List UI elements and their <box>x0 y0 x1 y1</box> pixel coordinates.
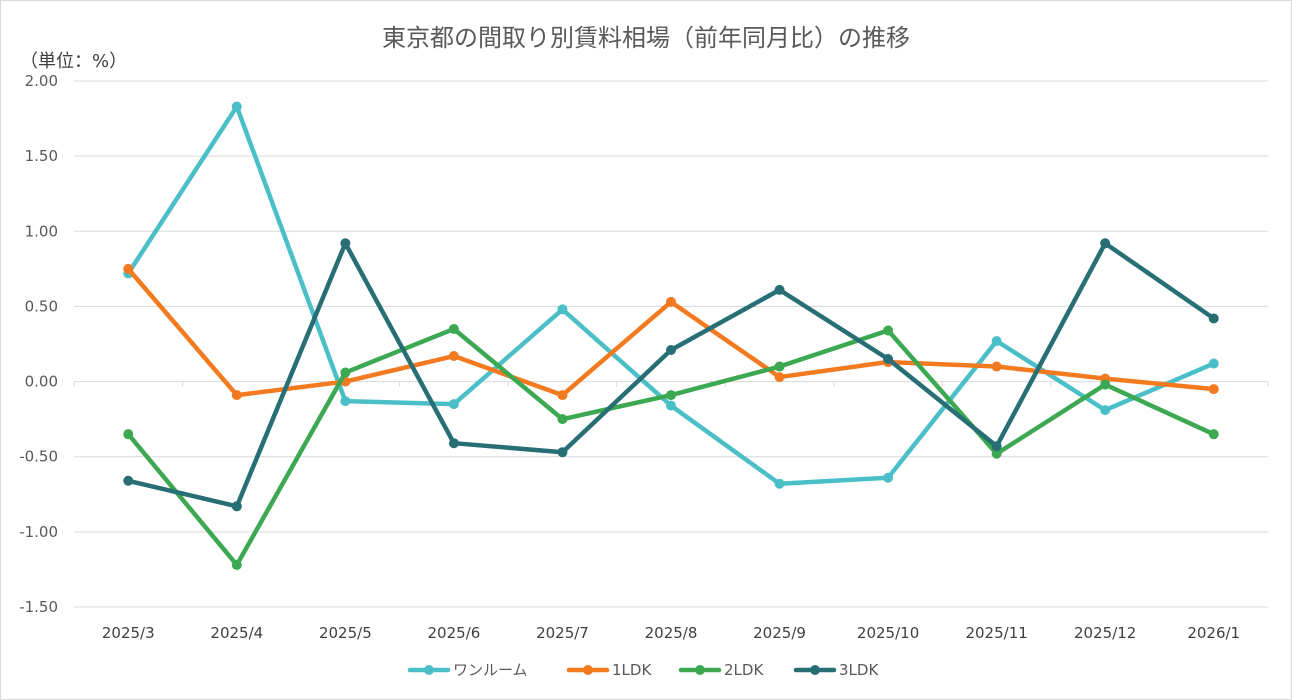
x-tick-label: 2025/12 <box>1074 624 1136 642</box>
series-1 <box>123 101 1219 489</box>
data-point <box>340 396 351 407</box>
x-tick-label: 2025/8 <box>645 624 698 642</box>
data-point <box>883 472 894 483</box>
y-tick-label: -1.00 <box>19 523 58 541</box>
data-point <box>1208 358 1219 369</box>
x-tick-label: 2026/1 <box>1187 624 1240 642</box>
legend-label: 1LDK <box>612 661 652 679</box>
x-tick-label: 2025/10 <box>857 624 919 642</box>
data-point <box>991 441 1002 452</box>
data-point <box>666 390 676 401</box>
y-tick-label: 1.50 <box>25 147 58 165</box>
data-point <box>340 367 351 378</box>
legend-marker <box>583 665 593 675</box>
data-point <box>231 559 242 570</box>
data-point <box>883 325 894 336</box>
series-group <box>123 101 1219 570</box>
legend-label: 2LDK <box>724 661 764 679</box>
data-point <box>1208 384 1219 395</box>
data-point <box>123 263 134 274</box>
data-point <box>448 351 459 362</box>
data-point <box>557 390 568 401</box>
data-point <box>557 447 568 458</box>
x-tick-label: 2025/5 <box>319 624 372 642</box>
legend-marker <box>695 665 705 675</box>
data-point <box>557 414 568 425</box>
data-point <box>231 101 242 112</box>
data-point <box>231 501 242 512</box>
legend-label: 3LDK <box>839 661 879 679</box>
data-point <box>774 478 785 489</box>
legend-label: ワンルーム <box>453 661 528 679</box>
gridlines <box>74 80 1268 608</box>
data-point <box>774 284 785 295</box>
legend-item: 2LDK <box>678 661 764 679</box>
data-point <box>666 400 676 411</box>
data-point <box>340 238 351 249</box>
data-point <box>883 354 894 365</box>
chart-title: 東京都の間取り別賃料相場（前年同月比）の推移 <box>382 24 910 52</box>
legend-item: 3LDK <box>793 661 879 679</box>
data-point <box>231 390 242 401</box>
x-tick-label: 2025/3 <box>102 624 155 642</box>
data-point <box>448 323 459 334</box>
legend-marker <box>424 665 434 675</box>
legend-item: 1LDK <box>566 661 652 679</box>
data-point <box>557 304 568 315</box>
y-tick-label: -1.50 <box>19 598 58 616</box>
data-point <box>1208 313 1219 324</box>
data-point <box>1100 238 1111 249</box>
data-point <box>448 399 459 410</box>
x-tick-label: 2025/7 <box>536 624 589 642</box>
series-3 <box>123 323 1219 570</box>
data-point <box>774 372 785 383</box>
series-4 <box>123 238 1219 512</box>
y-tick-label: -0.50 <box>19 448 58 466</box>
data-point <box>1100 379 1111 390</box>
x-tick-label: 2025/6 <box>428 624 481 642</box>
x-tick-label: 2025/4 <box>210 624 263 642</box>
data-point <box>123 475 134 486</box>
axes: 2.00 1.50 1.00 0.50 0.00 -0.50 -1.00 -1.50 2025/… <box>19 72 1269 642</box>
data-point <box>774 361 785 372</box>
legend-marker <box>810 665 820 675</box>
data-point <box>991 448 1002 459</box>
y-tick-label: 2.00 <box>25 72 58 90</box>
data-point <box>991 361 1002 372</box>
y-tick-label: 0.00 <box>25 373 58 391</box>
data-point <box>123 429 134 440</box>
data-point <box>991 335 1002 346</box>
data-point <box>666 345 676 356</box>
legend: ワンルーム 1LDK 2LDK 3LDK <box>407 661 879 679</box>
data-point <box>1208 429 1219 440</box>
x-tick-label: 2025/9 <box>753 624 806 642</box>
data-point <box>666 296 676 307</box>
y-tick-label: 1.00 <box>25 222 58 240</box>
y-tick-label: 0.50 <box>25 297 58 315</box>
data-point <box>1100 405 1111 416</box>
unit-label: （単位：%） <box>20 51 127 72</box>
legend-item: ワンルーム <box>407 661 528 679</box>
x-tick-label: 2025/11 <box>965 624 1027 642</box>
data-point <box>448 438 459 449</box>
